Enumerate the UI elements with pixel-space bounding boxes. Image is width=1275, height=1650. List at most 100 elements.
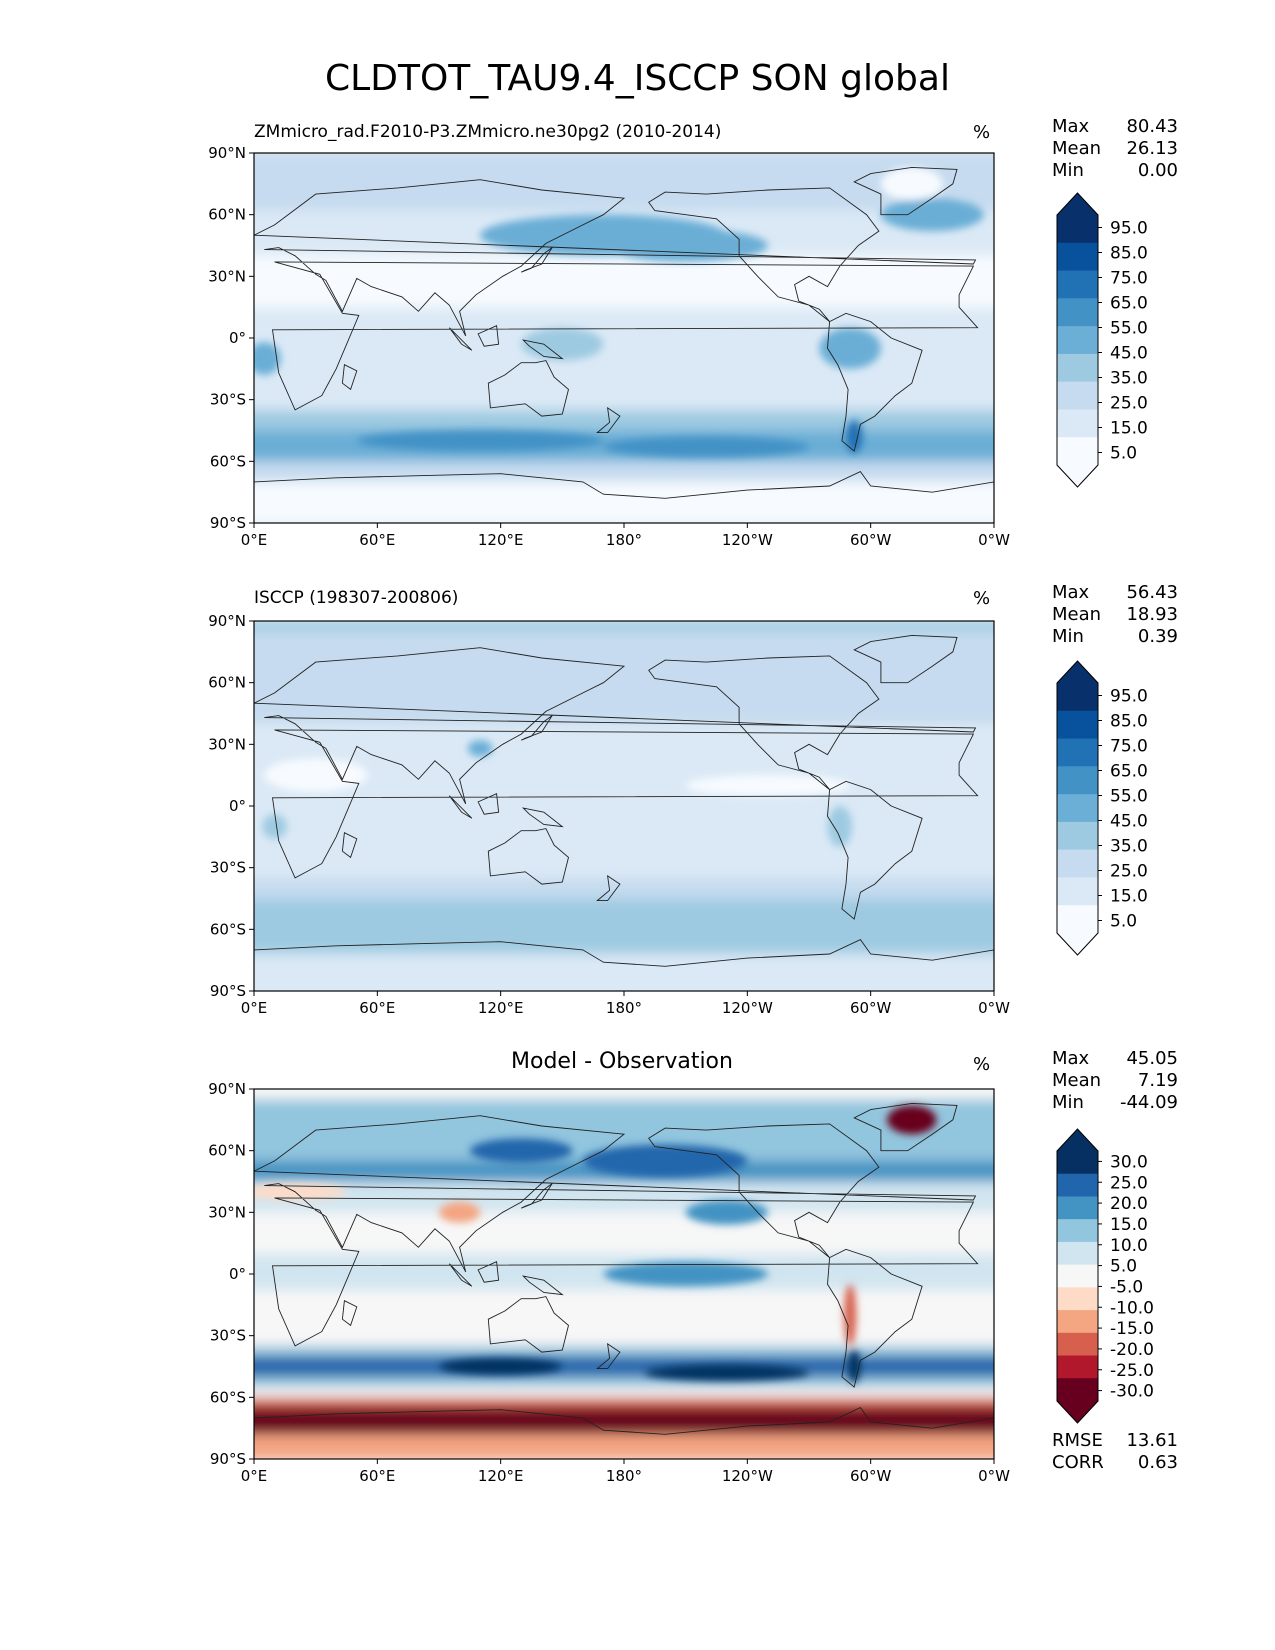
field-anomaly [521, 327, 604, 361]
coastlines [254, 634, 994, 991]
x-tick-label: 180° [606, 1467, 642, 1485]
map-field [254, 153, 994, 523]
field-band [254, 409, 994, 432]
field-band [254, 1290, 994, 1347]
panel-2-title: ISCCP (198307-200806) [254, 588, 459, 608]
colorbar-tick-label: 55.0 [1110, 319, 1148, 339]
colorbar-swatch [1057, 270, 1098, 299]
metric-label: RMSE [1052, 1430, 1103, 1451]
colorbar-outline [1056, 660, 1099, 956]
map-panels: 0°E 60°E 120°E 180° 120°W 60°W 0°W 90°N 60°N 30°N… [208, 144, 1010, 1485]
colorbar-extend-max [1057, 1129, 1098, 1151]
metric-value: 13.61 [1126, 1430, 1178, 1451]
x-tick-label: 60°W [850, 999, 892, 1017]
x-tick-label: 60°E [359, 1467, 395, 1485]
y-tick-label: 30°N [208, 1203, 246, 1221]
field-anomaly [254, 1183, 347, 1200]
colorbar-swatch [1057, 242, 1098, 272]
x-tick-label: 60°E [359, 999, 395, 1017]
field-band [254, 631, 994, 680]
field-anomaly [880, 198, 984, 232]
field-band [254, 1212, 994, 1255]
field-anomaly [439, 1358, 563, 1375]
colorbar-outline [1056, 1128, 1099, 1424]
colorbar-extend-min [1057, 933, 1098, 955]
colorbar-tick-label: 55.0 [1110, 787, 1148, 807]
field-band [254, 255, 994, 309]
map-field [254, 621, 994, 991]
panel-3-stats: Max 45.05 Mean 7.19 Min -44.09 [1052, 1048, 1178, 1114]
colorbar-swatch [1057, 877, 1098, 906]
y-tick-label: 30°S [210, 391, 246, 409]
colorbar-tick-label: 85.0 [1110, 244, 1148, 264]
y-tick-label: 0° [229, 1265, 246, 1283]
colorbar-tick-label: 65.0 [1110, 762, 1148, 782]
metric-label: CORR [1052, 1452, 1104, 1473]
colorbar-swatch [1057, 1241, 1098, 1266]
field-anomaly [644, 1364, 809, 1381]
stat-value: 0.39 [1137, 626, 1178, 647]
colorbar-swatch [1057, 215, 1098, 244]
colorbar-swatch [1057, 298, 1098, 327]
x-tick-label: 120°E [478, 531, 524, 549]
stat-label: Min [1052, 626, 1084, 647]
colorbar-swatch [1057, 1219, 1098, 1243]
field-anomaly [356, 430, 604, 452]
x-tick-label: 0°E [241, 999, 268, 1017]
metric-value: 0.63 [1137, 1452, 1178, 1473]
field-anomaly [469, 1138, 573, 1163]
colorbar-swatch [1057, 794, 1098, 823]
stat-value: 0.00 [1137, 160, 1178, 181]
field-band [254, 1434, 994, 1459]
colorbar-extend-min [1057, 1401, 1098, 1423]
colorbar-swatch [1057, 353, 1098, 383]
map-panel-2: 0°E 60°E 120°E 180° 120°W 60°W 0°W 90°N 60°N 30°N… [208, 612, 1010, 1017]
colorbar-tick-label: 35.0 [1110, 369, 1148, 389]
field-anomaly [887, 1105, 937, 1135]
map-bands [254, 621, 994, 991]
x-tick-label: 60°W [850, 1467, 892, 1485]
y-tick-label: 60°N [208, 206, 246, 224]
colorbar-tick-label: 75.0 [1110, 269, 1148, 289]
x-tick-label: 120°E [478, 1467, 524, 1485]
field-band [254, 1356, 994, 1378]
x-tick-label: 120°W [722, 531, 773, 549]
colorbar-extend-max [1057, 193, 1098, 215]
colorbar-tick-label: 95.0 [1110, 687, 1148, 707]
colorbar-swatch [1057, 409, 1098, 438]
colorbar-tick-label: -15.0 [1110, 1319, 1154, 1339]
colorbar-tick-label: 5.0 [1110, 444, 1137, 464]
field-anomaly [846, 420, 863, 454]
colorbar-swatch [1057, 381, 1098, 410]
colorbar-swatch [1057, 849, 1098, 878]
y-tick-label: 30°S [210, 859, 246, 877]
colorbar-swatch [1057, 1151, 1098, 1175]
stat-value: -44.09 [1119, 1092, 1178, 1113]
field-anomaly [880, 167, 943, 201]
map-blobs [254, 1105, 937, 1383]
colorbar-tick-label: 25.0 [1110, 1173, 1148, 1193]
panel-1-title: ZMmicro_rad.F2010-P3.ZMmicro.ne30pg2 (20… [254, 122, 722, 142]
x-tick-label: 0°W [978, 1467, 1010, 1485]
field-anomaly [843, 1284, 857, 1346]
colorbar-tick-label: 65.0 [1110, 294, 1148, 314]
panel-2-stats: Max 56.43 Mean 18.93 Min 0.39 [1052, 582, 1178, 648]
colorbar-swatch [1057, 1310, 1098, 1334]
panel-2-units: % [973, 588, 991, 609]
y-tick-label: 30°N [208, 735, 246, 753]
y-tick-label: 30°N [208, 267, 246, 285]
y-tick-label: 60°S [210, 452, 246, 470]
colorbar-tick-label: 95.0 [1110, 219, 1148, 239]
field-band [254, 1387, 994, 1399]
colorbar-3: 30.025.020.015.010.05.0-5.0-10.0-15.0-20… [1056, 1128, 1154, 1424]
stat-value: 7.19 [1137, 1070, 1178, 1091]
x-tick-label: 180° [606, 999, 642, 1017]
x-tick-label: 0°E [241, 531, 268, 549]
map-panel-1: 0°E 60°E 120°E 180° 120°W 60°W 0°W 90°N 60°N 30°N… [208, 144, 1010, 549]
field-band [254, 723, 994, 777]
map-blobs [262, 740, 853, 848]
colorbar-swatch [1057, 1332, 1098, 1357]
y-tick-label: 60°S [210, 920, 246, 938]
colorbar-swatch [1057, 437, 1098, 466]
field-band [254, 877, 994, 900]
